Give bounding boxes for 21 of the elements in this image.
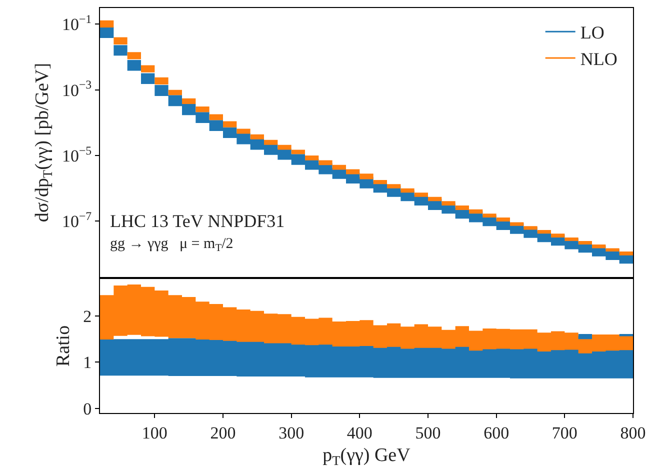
- x-tick-label: 600: [484, 423, 510, 442]
- y-tick-label: 10$^{−1}$: [62, 12, 92, 34]
- legend-label: LO: [580, 22, 604, 43]
- x-tick-label: 800: [620, 423, 646, 442]
- y-tick-label: 1: [83, 353, 92, 372]
- y-tick-label: 10$^{−5}$: [62, 143, 92, 166]
- x-axis-title: p$_{T}$(γγ) GeV: [322, 445, 411, 468]
- x-tick-label: 500: [415, 423, 441, 442]
- annotation: LHC 13 TeV NNPDF31: [110, 211, 285, 231]
- y-axis-title: Ratio: [52, 325, 74, 367]
- x-tick-label: 300: [278, 423, 304, 442]
- y-tick-label: 10$^{−7}$: [62, 209, 92, 232]
- x-tick-label: 700: [552, 423, 578, 442]
- y-tick-label: 0: [83, 399, 92, 418]
- y-tick-label: 2: [83, 306, 92, 326]
- x-tick-label: 400: [346, 423, 372, 442]
- x-tick-label: 100: [142, 423, 168, 442]
- x-tick-label: 200: [210, 423, 236, 442]
- y-tick-label: 10$^{−3}$: [62, 78, 92, 100]
- annotation: gg → γγg μ = m$_{T}$/2: [110, 236, 234, 254]
- legend-label: NLO: [580, 49, 618, 69]
